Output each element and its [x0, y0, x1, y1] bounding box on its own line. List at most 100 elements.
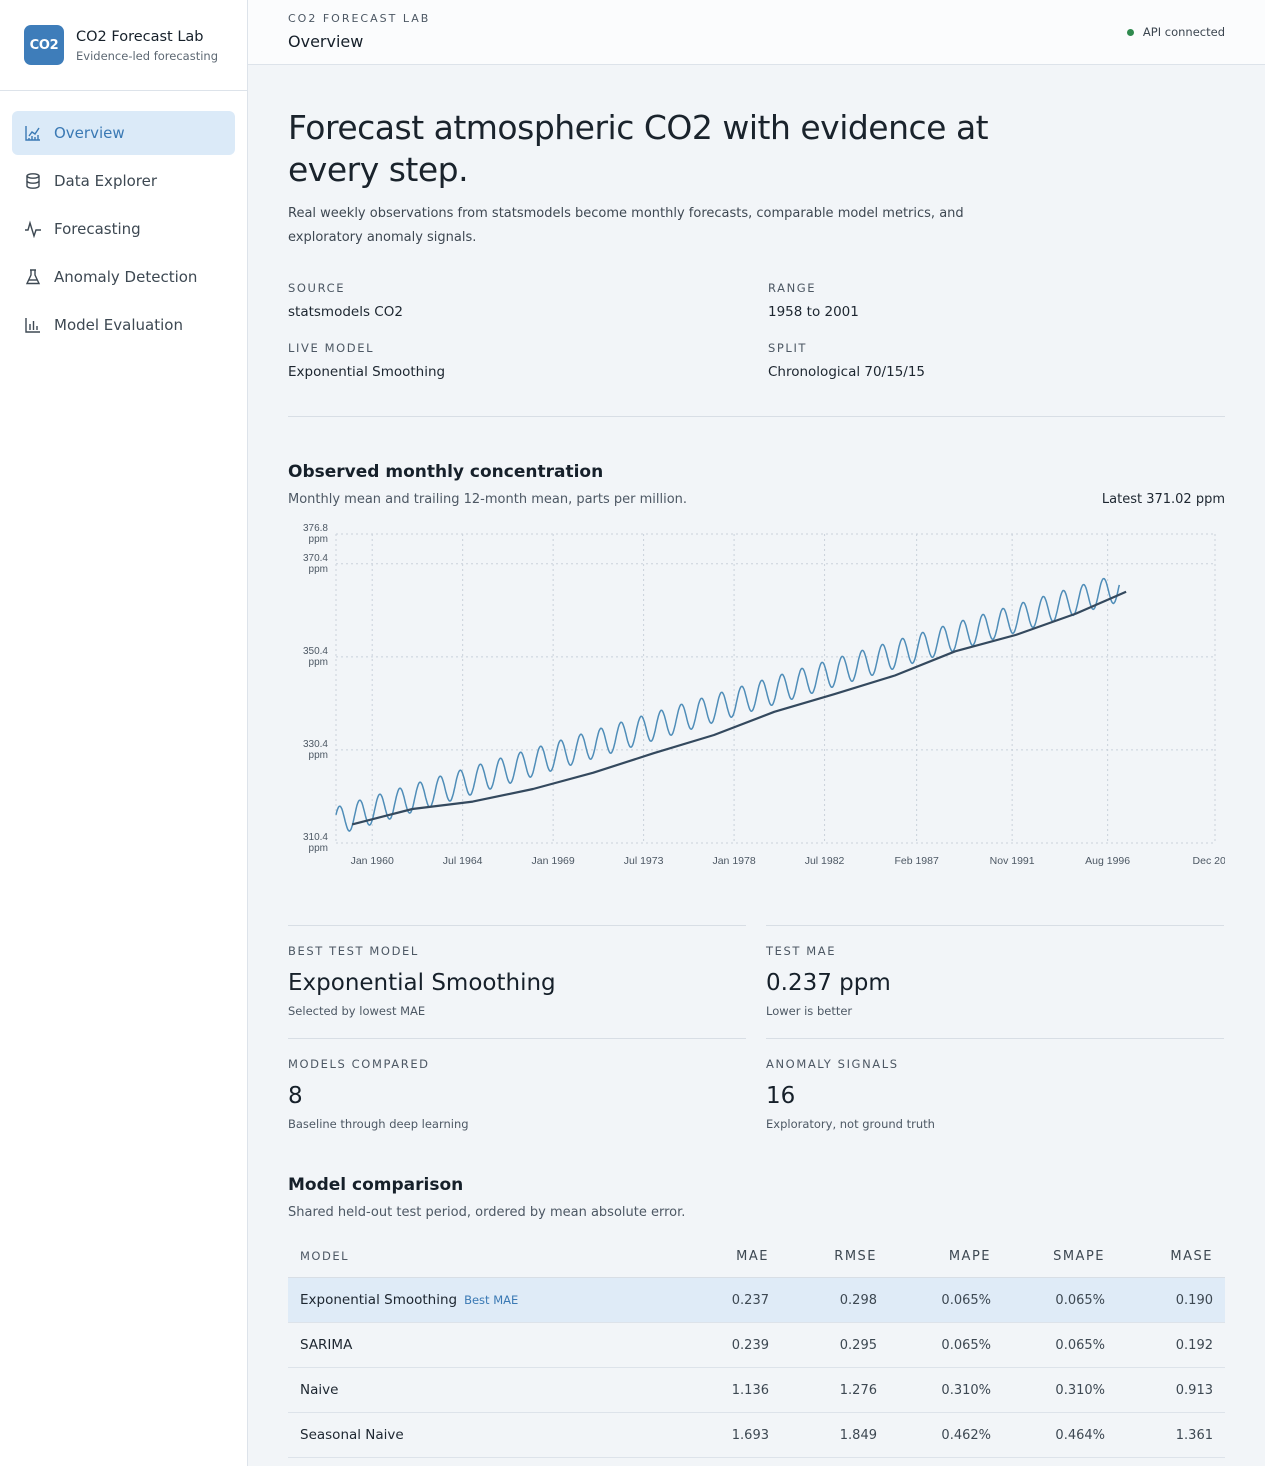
x-tick-label: Jan 1960 [351, 855, 394, 867]
meta-range: RANGE 1958 to 2001 [768, 281, 1228, 320]
x-tick-label: Dec 2001 [1193, 855, 1225, 867]
rmse-cell: 0.298 [839, 1292, 877, 1308]
metric-label: ANOMALY SIGNALS [766, 1057, 899, 1071]
mae-cell: 0.239 [731, 1337, 769, 1353]
table-row[interactable]: Seasonal Naive 1.693 1.849 0.462% 0.464%… [288, 1413, 1225, 1458]
meta-label: SOURCE [288, 281, 346, 295]
x-tick-label: Jul 1982 [805, 855, 845, 867]
flask-icon [24, 268, 42, 286]
sidebar-item-forecasting[interactable]: Forecasting [12, 207, 235, 251]
x-axis-labels: Jan 1960 Jul 1964 Jan 1969 Jul 1973 Jan 1978… [351, 855, 1225, 867]
api-status-text: API connected [1142, 25, 1225, 39]
column-header-mae[interactable]: MAE [736, 1248, 769, 1264]
metric-label: MODELS COMPARED [288, 1057, 430, 1071]
mase-cell: 0.192 [1175, 1337, 1213, 1353]
y-tick-unit: ppm [309, 657, 328, 668]
y-tick-unit: ppm [309, 564, 328, 575]
column-header-model[interactable]: MODEL [300, 1249, 350, 1263]
x-tick-label: Jul 1964 [443, 855, 483, 867]
column-header-smape[interactable]: SMAPE [1053, 1248, 1105, 1264]
trailing-mean-line [351, 590, 1127, 826]
sidebar-item-label: Forecasting [54, 220, 141, 238]
meta-live-model: LIVE MODEL Exponential Smoothing [288, 341, 748, 380]
comparison-title: Model comparison [288, 1175, 464, 1195]
y-tick-unit: ppm [309, 750, 328, 761]
y-tick-unit: ppm [309, 534, 328, 545]
y-tick-label: 370.4 [303, 553, 328, 564]
meta-value: 1958 to 2001 [768, 304, 859, 320]
monthly-mean-line [335, 577, 1121, 832]
meta-value: Chronological 70/15/15 [768, 364, 926, 380]
column-header-mape[interactable]: MAPE [948, 1248, 991, 1264]
metric-note: Exploratory, not ground truth [766, 1117, 935, 1131]
x-tick-label: Aug 1996 [1085, 855, 1130, 867]
meta-label: LIVE MODEL [288, 341, 375, 355]
metric-test-mae: TEST MAE 0.237 ppm Lower is better [766, 925, 1224, 1038]
smape-cell: 0.310% [1055, 1382, 1105, 1398]
smape-cell: 0.065% [1055, 1337, 1105, 1353]
sidebar-item-model-evaluation[interactable]: Model Evaluation [12, 303, 235, 347]
x-tick-label: Feb 1987 [894, 855, 939, 867]
api-status-badge: API connected [1126, 25, 1225, 39]
sidebar-item-anomaly-detection[interactable]: Anomaly Detection [12, 255, 235, 299]
meta-value: Exponential Smoothing [288, 364, 446, 380]
sidebar-nav: Overview Data Explorer Forecasting Anoma… [0, 91, 247, 347]
top-bar: CO2 FORECAST LAB Overview API connected [248, 0, 1265, 65]
chart-subtitle: Monthly mean and trailing 12-month mean,… [288, 492, 688, 507]
sidebar-item-label: Model Evaluation [54, 316, 183, 334]
metric-note: Lower is better [766, 1004, 853, 1018]
metric-anomaly-signals: ANOMALY SIGNALS 16 Exploratory, not grou… [766, 1038, 1224, 1151]
chart-title: Observed monthly concentration [288, 462, 604, 482]
mape-cell: 0.462% [941, 1427, 991, 1443]
chart-svg: 310.4ppm330.4ppm350.4ppm370.4ppm376.8ppm… [303, 523, 1225, 867]
meta-source: SOURCE statsmodels CO2 [288, 281, 748, 320]
mase-cell: 1.361 [1175, 1427, 1213, 1443]
sidebar-item-overview[interactable]: Overview [12, 111, 235, 155]
chart-grid [335, 533, 1216, 844]
y-tick-label: 310.4 [303, 832, 328, 843]
status-dot-icon [1126, 28, 1134, 36]
column-header-rmse[interactable]: RMSE [834, 1248, 877, 1264]
metric-value: 8 [288, 1083, 303, 1109]
sidebar-item-data-explorer[interactable]: Data Explorer [12, 159, 235, 203]
table-row[interactable]: Exponential Smoothing Best MAE 0.237 0.29… [288, 1278, 1225, 1323]
model-name: Exponential Smoothing [300, 1292, 458, 1308]
metric-value: 0.237 ppm [766, 970, 891, 996]
model-cell: Exponential Smoothing Best MAE [288, 1292, 690, 1308]
metric-label: TEST MAE [766, 944, 837, 958]
y-tick-label: 350.4 [303, 646, 328, 657]
rmse-cell: 1.276 [839, 1382, 877, 1398]
page-title: Overview [288, 32, 364, 51]
x-tick-label: Nov 1991 [990, 855, 1035, 867]
smape-cell: 0.065% [1055, 1292, 1105, 1308]
breadcrumb: CO2 FORECAST LAB [288, 12, 431, 25]
y-tick-unit: ppm [309, 843, 328, 854]
meta-split: SPLIT Chronological 70/15/15 [768, 341, 1228, 380]
x-tick-label: Jul 1973 [624, 855, 664, 867]
column-header-mase[interactable]: MASE [1170, 1248, 1213, 1264]
mase-cell: 0.913 [1175, 1382, 1213, 1398]
mae-cell: 1.136 [731, 1382, 769, 1398]
model-name: SARIMA [300, 1337, 353, 1353]
sidebar-item-label: Anomaly Detection [54, 268, 198, 286]
database-icon [24, 172, 42, 190]
metric-best-model: BEST TEST MODEL Exponential Smoothing Se… [288, 925, 746, 1038]
table-row[interactable]: Naive 1.136 1.276 0.310% 0.310% 0.913 [288, 1368, 1225, 1413]
hero-title: Forecast atmospheric CO2 with evidence a… [288, 108, 989, 189]
mape-cell: 0.310% [941, 1382, 991, 1398]
y-tick-label: 330.4 [303, 739, 328, 750]
metric-note: Baseline through deep learning [288, 1117, 469, 1131]
sidebar-item-label: Data Explorer [54, 172, 158, 190]
table-row[interactable]: SARIMA 0.239 0.295 0.065% 0.065% 0.192 [288, 1323, 1225, 1368]
best-mae-badge: Best MAE [464, 1293, 519, 1307]
model-name: Naive [300, 1382, 339, 1398]
smape-cell: 0.464% [1055, 1427, 1105, 1443]
brand[interactable]: CO2 CO2 Forecast Lab Evidence-led foreca… [0, 0, 247, 91]
table-header: MODEL MAE RMSE MAPE SMAPE MASE [288, 1235, 1225, 1278]
activity-icon [24, 220, 42, 238]
sidebar: CO2 CO2 Forecast Lab Evidence-led foreca… [0, 0, 248, 1466]
latest-value: Latest 371.02 ppm [1101, 492, 1225, 507]
mae-cell: 0.237 [731, 1292, 769, 1308]
model-comparison-table: MODEL MAE RMSE MAPE SMAPE MASE Exponenti… [288, 1235, 1225, 1458]
